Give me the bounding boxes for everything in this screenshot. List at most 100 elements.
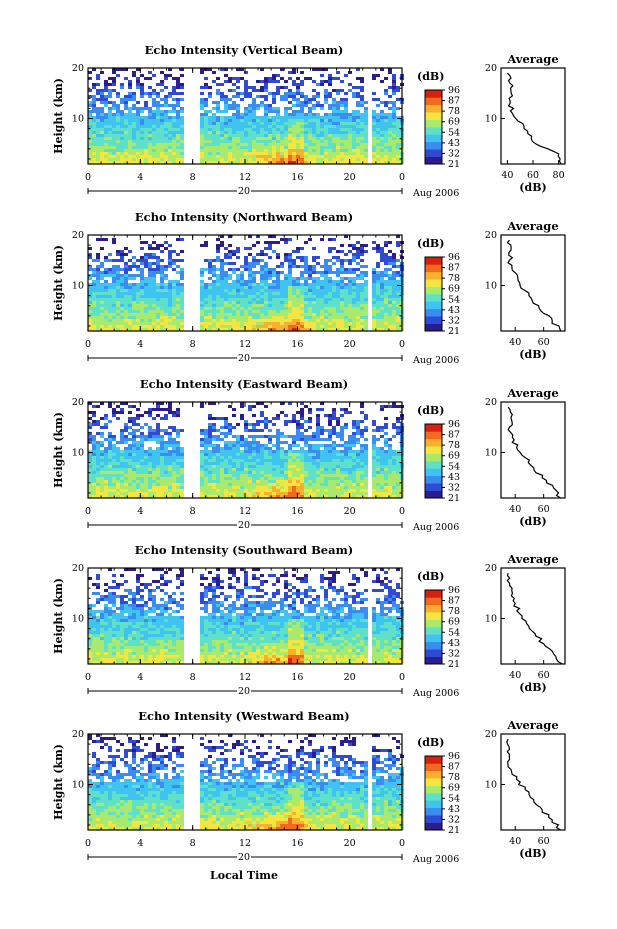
heat-cell (92, 489, 96, 492)
heat-cell (160, 146, 164, 149)
heat-cell (248, 149, 252, 152)
heat-cell (220, 316, 224, 319)
heat-cell (232, 104, 236, 107)
heat-cell (380, 128, 384, 131)
heat-cell (320, 307, 324, 310)
heat-cell (376, 122, 380, 125)
heat-cell (276, 110, 280, 113)
heat-cell (332, 152, 336, 155)
heat-cell (332, 122, 336, 125)
heat-cell (312, 89, 316, 92)
heat-cell (152, 480, 156, 483)
heat-cell (288, 456, 292, 459)
heat-cell (252, 116, 256, 119)
heat-cell (152, 143, 156, 146)
heat-cell (272, 462, 276, 465)
heat-cell (288, 268, 292, 271)
heat-cell (204, 155, 208, 158)
heat-cell (292, 149, 296, 152)
heat-cell (360, 292, 364, 295)
heat-cell (348, 301, 352, 304)
heat-cell (148, 116, 152, 119)
heat-cell (204, 119, 208, 122)
heat-cell (172, 319, 176, 322)
heat-cell (176, 471, 180, 474)
heat-cell (156, 486, 160, 489)
heat-cell (304, 149, 308, 152)
heat-cell (168, 125, 172, 128)
heat-cell (376, 328, 380, 331)
heat-cell (204, 134, 208, 137)
heat-cell (160, 408, 164, 411)
heat-cell (324, 122, 328, 125)
heat-cell (296, 113, 300, 116)
heat-cell (248, 155, 252, 158)
heat-cell (208, 450, 212, 453)
heat-cell (212, 435, 216, 438)
heat-cell (268, 152, 272, 155)
heat-cell (324, 80, 328, 83)
heat-cell (92, 149, 96, 152)
heat-cell (140, 247, 144, 250)
heat-cell (208, 432, 212, 435)
heat-cell (364, 310, 368, 313)
heat-cell (216, 122, 220, 125)
heat-cell (112, 241, 116, 244)
heat-cell (252, 89, 256, 92)
heat-cell (100, 158, 104, 161)
heat-cell (256, 89, 260, 92)
heat-cell (268, 244, 272, 247)
heat-cell (120, 292, 124, 295)
heat-cell (392, 259, 396, 262)
heat-cell (252, 328, 256, 331)
heat-cell (344, 298, 348, 301)
heat-cell (360, 253, 364, 256)
heat-cell (208, 268, 212, 271)
heat-cell (116, 286, 120, 289)
heat-cell (176, 414, 180, 417)
heat-cell (312, 316, 316, 319)
heat-cell (228, 292, 232, 295)
heat-cell (132, 304, 136, 307)
heat-cell (160, 474, 164, 477)
heat-cell (152, 268, 156, 271)
heat-cell (176, 301, 180, 304)
heat-cell (388, 283, 392, 286)
heat-cell (200, 131, 204, 134)
heat-cell (300, 101, 304, 104)
heat-cell (120, 402, 124, 405)
heat-cell (316, 68, 320, 71)
heat-cell (324, 125, 328, 128)
heat-cell (136, 155, 140, 158)
heat-cell (128, 316, 132, 319)
heat-cell (320, 295, 324, 298)
heat-cell (392, 253, 396, 256)
heat-cell (240, 417, 244, 420)
heat-cell (204, 268, 208, 271)
heat-cell (148, 271, 152, 274)
heat-cell (128, 319, 132, 322)
heat-cell (260, 453, 264, 456)
heat-cell (128, 125, 132, 128)
heat-cell (92, 438, 96, 441)
heat-cell (336, 292, 340, 295)
heat-cell (340, 292, 344, 295)
heat-cell (344, 268, 348, 271)
heat-cell (220, 292, 224, 295)
heat-cell (172, 152, 176, 155)
heat-cell (104, 131, 108, 134)
heat-cell (180, 453, 184, 456)
heat-cell (148, 155, 152, 158)
heat-cell (108, 143, 112, 146)
heat-cell (236, 268, 240, 271)
heat-cell (244, 89, 248, 92)
heat-cell (200, 71, 204, 74)
heat-cell (268, 116, 272, 119)
heat-cell (96, 98, 100, 101)
heat-cell (100, 471, 104, 474)
heat-cell (116, 328, 120, 331)
heat-cell (260, 277, 264, 280)
heat-cell (176, 322, 180, 325)
heat-cell (124, 462, 128, 465)
heat-cell (108, 405, 112, 408)
